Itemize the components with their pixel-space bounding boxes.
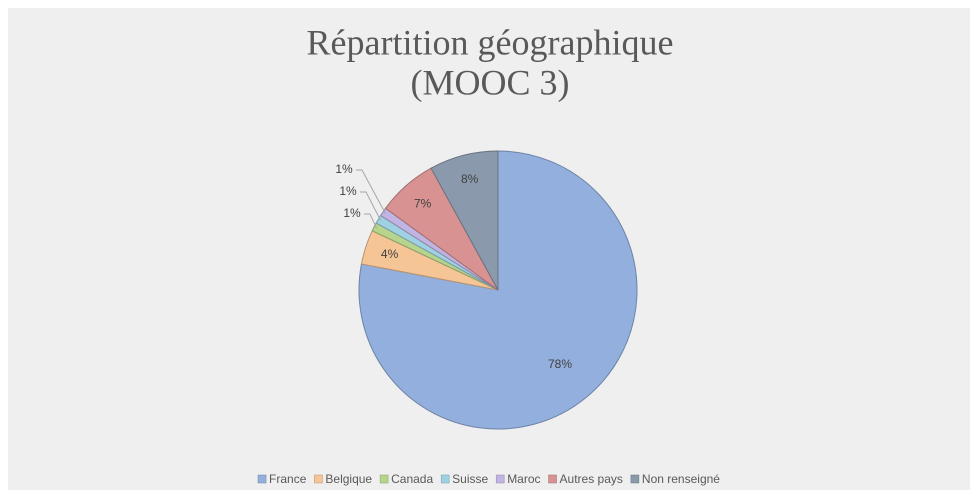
legend-label: Canada	[391, 472, 433, 486]
legend-swatch	[440, 474, 450, 484]
data-label: 4%	[381, 247, 399, 261]
data-label: 8%	[461, 172, 479, 186]
legend-swatch	[314, 474, 323, 484]
legend-swatch	[548, 474, 557, 484]
legend-label: Belgique	[325, 472, 372, 486]
chart-title: Répartition géographique	[307, 22, 674, 62]
legend-label: France	[269, 472, 307, 486]
leader-line	[364, 213, 378, 229]
chart-title: (MOOC 3)	[411, 62, 570, 102]
legend-swatch	[495, 474, 505, 484]
data-label: 1%	[339, 184, 357, 198]
legend-label: Maroc	[507, 472, 540, 486]
legend-label: Non renseigné	[642, 472, 720, 486]
leader-line	[360, 191, 382, 221]
legend-swatch	[379, 474, 389, 484]
data-label: 7%	[414, 197, 432, 211]
legend-swatch	[257, 474, 267, 484]
data-label: 1%	[335, 162, 353, 176]
leader-line	[356, 169, 386, 214]
legend-label: Suisse	[452, 472, 488, 486]
data-label: 1%	[343, 206, 361, 220]
pie-slice	[430, 150, 499, 291]
legend-label: Autres pays	[560, 472, 623, 486]
legend-swatch	[630, 474, 640, 484]
data-label: 78%	[548, 357, 572, 371]
